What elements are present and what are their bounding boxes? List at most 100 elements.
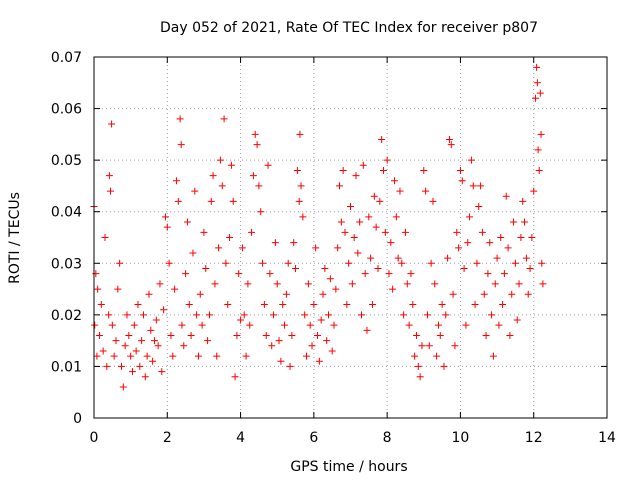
data-point [347, 203, 354, 211]
y-tick-label: 0.02 [51, 308, 82, 324]
data-point [405, 321, 413, 329]
data-point [440, 362, 448, 370]
data-point [196, 290, 204, 298]
data-point [330, 321, 338, 329]
data-point [204, 337, 212, 345]
data-point [121, 342, 129, 350]
data-point [471, 301, 479, 309]
data-point [356, 218, 364, 226]
data-point [177, 141, 185, 149]
data-point [91, 321, 99, 329]
data-point [288, 331, 296, 339]
data-point [93, 352, 101, 360]
data-point [262, 331, 270, 339]
data-point [160, 306, 168, 314]
data-point [422, 187, 430, 195]
data-point [106, 187, 114, 195]
data-point [92, 270, 100, 278]
y-tick-label: 0.04 [51, 205, 82, 221]
data-point [370, 192, 378, 200]
data-point [519, 197, 527, 205]
plot-frame [93, 56, 608, 419]
data-point [420, 166, 428, 174]
data-point [387, 239, 395, 247]
data-point [398, 259, 406, 267]
data-point [537, 130, 545, 138]
data-point [449, 290, 457, 298]
data-point [253, 141, 261, 149]
data-point [169, 352, 177, 360]
data-point [130, 321, 138, 329]
data-point [193, 311, 201, 319]
data-point [238, 244, 246, 252]
y-tick-label: 0.01 [51, 359, 82, 375]
x-tick-label: 2 [163, 430, 172, 446]
data-point [530, 187, 538, 195]
data-point [332, 285, 340, 293]
data-point [367, 254, 375, 262]
data-point [266, 270, 274, 278]
data-points [90, 63, 547, 391]
data-point [400, 311, 408, 319]
data-point [255, 182, 263, 190]
data-point [108, 321, 116, 329]
data-point [495, 321, 503, 329]
data-point [365, 213, 373, 221]
data-point [191, 187, 199, 195]
data-point [524, 290, 532, 298]
data-point [348, 280, 356, 288]
data-point [213, 352, 221, 360]
data-point [493, 254, 501, 262]
data-point [345, 259, 353, 267]
data-point [323, 337, 331, 345]
data-point [482, 331, 490, 339]
data-point [251, 130, 259, 138]
x-tick-label: 6 [309, 430, 318, 446]
data-point [535, 166, 543, 174]
data-point [290, 239, 298, 247]
data-point [374, 264, 382, 272]
data-point [343, 301, 351, 309]
data-point [504, 244, 512, 252]
data-point [205, 311, 213, 319]
data-point [390, 177, 398, 185]
data-point [136, 362, 144, 370]
data-point [310, 301, 318, 309]
data-point [376, 197, 384, 205]
data-point [423, 311, 431, 319]
data-point [240, 311, 248, 319]
data-point [361, 270, 369, 278]
data-point [341, 228, 349, 236]
data-point [456, 166, 464, 174]
data-point [447, 141, 455, 149]
data-point [484, 270, 492, 278]
data-point [532, 94, 540, 102]
data-point [429, 197, 437, 205]
data-point [292, 264, 300, 272]
y-tick-label: 0.03 [51, 256, 82, 272]
data-point [467, 156, 475, 164]
data-point [444, 254, 452, 262]
data-point [105, 172, 113, 180]
data-point [425, 342, 433, 350]
x-tick-label: 8 [383, 430, 392, 446]
data-point [328, 347, 336, 355]
data-point [187, 331, 195, 339]
data-point [237, 316, 245, 324]
data-point [451, 342, 459, 350]
data-point [222, 259, 230, 267]
data-point [220, 115, 228, 123]
data-point [284, 259, 292, 267]
data-point [533, 79, 541, 87]
data-point [271, 239, 279, 247]
data-point [515, 280, 523, 288]
data-point [189, 249, 197, 257]
data-point [381, 228, 389, 236]
data-point [317, 316, 325, 324]
data-point [139, 311, 147, 319]
data-point [475, 203, 483, 211]
data-point [95, 331, 103, 339]
data-point [103, 362, 111, 370]
data-point [257, 208, 265, 216]
